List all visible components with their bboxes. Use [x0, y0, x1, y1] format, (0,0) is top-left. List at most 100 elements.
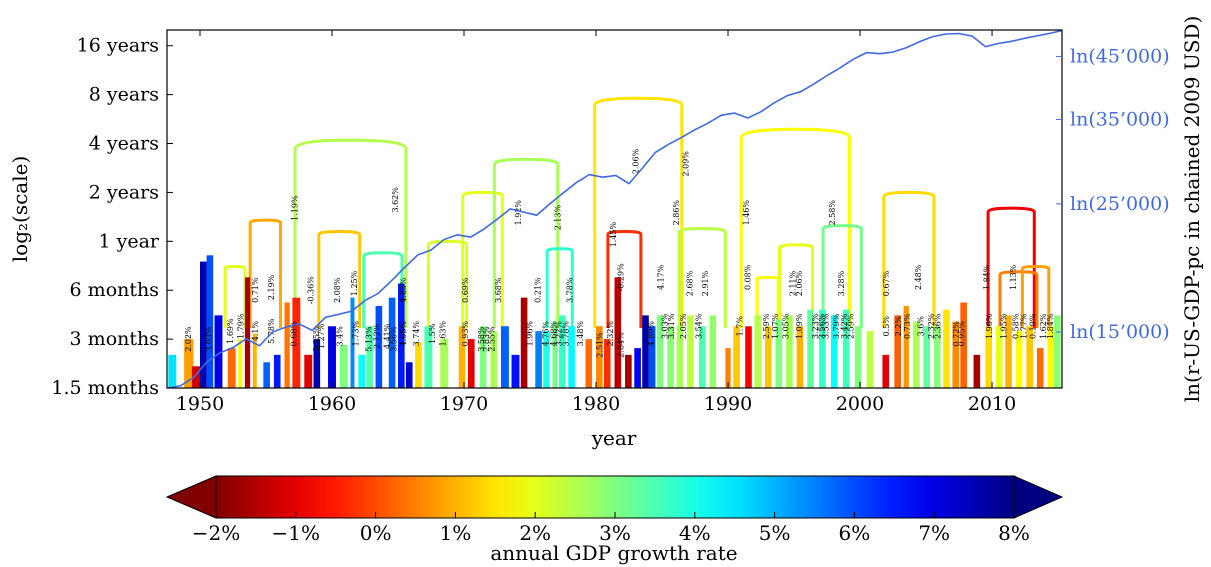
growth-bar [733, 326, 740, 388]
growth-bar [667, 326, 674, 388]
ridge-annotation: 2.32% [606, 321, 615, 347]
growth-bar [304, 354, 313, 388]
colorbar: −2% −1% 0% 1% 2% 3% 4% 5% 6% 7% 8% annual GDP grow… [165, 475, 1064, 565]
arches-layer [223, 96, 1051, 328]
ridge-annotation: 0.93% [461, 321, 470, 347]
growth-bar [366, 326, 373, 388]
ridge-annotation: 4.17% [656, 264, 665, 290]
bars-layer [168, 255, 1061, 388]
x-axis-title: year [591, 426, 637, 450]
growth-bar [912, 321, 920, 388]
colorbar-left-extension [165, 475, 217, 519]
growth-bar [552, 321, 558, 388]
ridge-annotation: 1.96% [526, 321, 535, 347]
x-tick-label: 1980 [572, 393, 620, 415]
growth-bar [1036, 348, 1044, 388]
colorbar-tick-label: 6% [839, 521, 871, 545]
ridge-annotation: 1.45% [609, 221, 618, 247]
ridge-annotation: 3.6% [916, 316, 925, 337]
growth-bar [952, 321, 960, 388]
ridge-annotation: 0.68% [289, 321, 298, 347]
growth-bar [238, 339, 243, 388]
right-tick-label: ln(25’000) [1070, 193, 1170, 215]
growth-bar [656, 315, 664, 388]
colorbar-tick-label: 3% [599, 521, 631, 545]
ridge-annotation: 3.58% [477, 326, 486, 352]
colorbar-tick-label: 7% [918, 521, 950, 545]
ridge-annotation: 2.32% [927, 313, 936, 339]
ridge-annotation: -0.36% [307, 276, 316, 305]
growth-bar [819, 309, 826, 388]
ridge-annotation: 5.78% [267, 318, 276, 344]
colorbar-tick-label: 1% [440, 521, 472, 545]
right-tick-label: ln(35’000) [1070, 108, 1170, 130]
ridge-annotation: 2.09% [681, 151, 690, 177]
ridge-annotation: 2.06% [631, 148, 640, 174]
ridge-annotation: 2.06% [795, 270, 804, 296]
colorbar-tick-label: −1% [272, 521, 321, 545]
growth-bar [625, 354, 632, 388]
ridge-arch [317, 229, 362, 328]
ridge-arch [606, 229, 643, 328]
ridge-annotation: 2.91% [701, 270, 710, 296]
growth-bar [775, 319, 783, 388]
growth-bar [754, 315, 762, 388]
ridge-annotation: -0.29% [617, 263, 626, 292]
ridge-annotation: 4.68% [549, 321, 558, 347]
ridge-annotation: 3.05% [782, 313, 791, 339]
growth-bar [596, 326, 603, 388]
ridge-annotation: 3.31% [667, 313, 676, 339]
growth-bar [796, 326, 804, 388]
growth-bar [192, 366, 201, 388]
ridge-annotation: 2.86% [672, 200, 681, 226]
ridge-annotation: 2.51% [596, 332, 605, 358]
growth-bar [490, 331, 498, 388]
ridge-annotation: 2.08% [333, 277, 342, 303]
growth-bar [358, 354, 366, 388]
ridge-annotation: 3.56% [817, 313, 826, 339]
ridge-annotation: 4.41% [383, 323, 392, 349]
ridge-annotation: 2.83% [482, 326, 491, 352]
x-axis-ticks: 1950 1960 1970 1980 1990 2000 2010 [176, 30, 1016, 415]
growth-bar [500, 326, 509, 388]
ridge-annotation: 1.5% [428, 323, 437, 344]
growth-bar [214, 315, 223, 388]
growth-bar [273, 354, 281, 388]
ridge-annotation: 4.89% [647, 321, 656, 347]
growth-bar [559, 315, 566, 388]
x-tick-label: 2010 [968, 393, 1016, 415]
ridge-annotation: 0.69% [461, 277, 470, 303]
ridge-annotation: 0.67% [882, 270, 891, 296]
ridge-annotation: 1.62% [1039, 313, 1048, 339]
ridge-arch [998, 270, 1039, 328]
ridge-annotation: 1.13% [1009, 264, 1018, 290]
ridge-annotation: 1.46% [742, 200, 751, 226]
growth-bar [676, 326, 684, 388]
growth-bar [206, 255, 214, 388]
ridge-annotation: 1.73% [351, 321, 360, 347]
ridge-annotation: 0.08% [743, 264, 752, 290]
x-tick-label: 1970 [440, 393, 488, 415]
ridge-annotation: 1.95% [1000, 313, 1009, 339]
ridge-annotation: 3.68% [494, 277, 503, 303]
growth-bar [543, 331, 550, 388]
right-tick-label: ln(45’000) [1070, 45, 1170, 67]
ridge-annotation: 1.63% [439, 321, 448, 347]
growth-bar [350, 297, 355, 388]
growth-bar [424, 326, 433, 388]
ridge-annotation: 2.59% [762, 313, 771, 339]
ridge-annotation: 1.96% [985, 313, 994, 339]
growth-bar [634, 348, 641, 388]
y-tick-label: 2 years [89, 181, 159, 203]
growth-bar [786, 315, 793, 388]
ridge-annotation: 2.12% [373, 323, 382, 349]
growth-bar [745, 326, 752, 388]
ridge-annotation: 2.19% [267, 274, 276, 300]
colorbar-right-extension [1013, 475, 1064, 519]
growth-bar [1054, 315, 1061, 388]
growth-bar [1026, 326, 1033, 388]
ridge-arch [677, 226, 727, 328]
ridge-arch [492, 157, 560, 328]
ridge-annotation: 3.4% [336, 326, 345, 347]
